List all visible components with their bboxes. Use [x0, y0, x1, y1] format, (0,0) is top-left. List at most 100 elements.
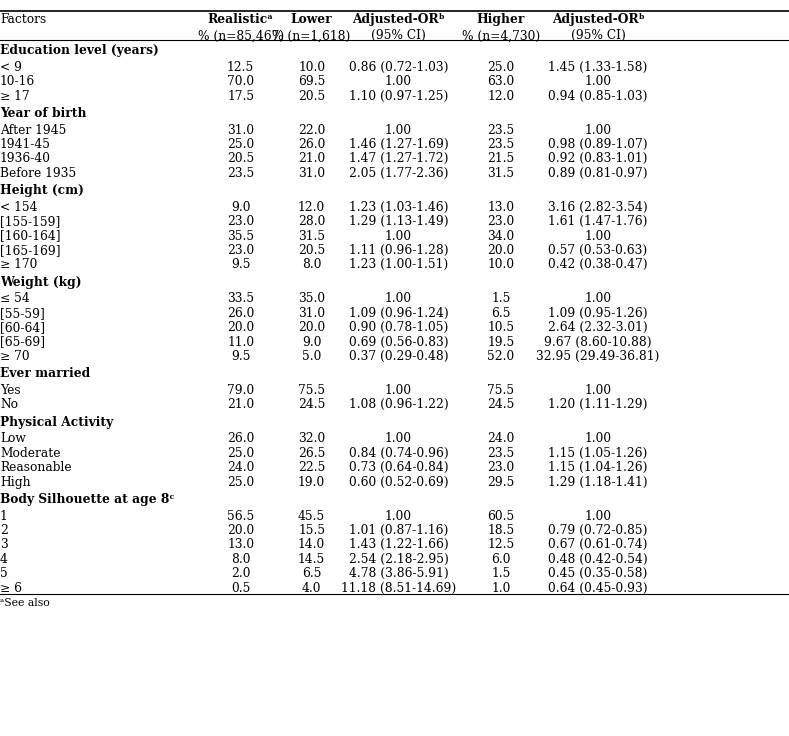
Text: 23.0: 23.0	[227, 215, 254, 228]
Text: 1.61 (1.47-1.76): 1.61 (1.47-1.76)	[548, 215, 648, 228]
Text: 1.00: 1.00	[385, 75, 412, 88]
Text: 2.54 (2.18-2.95): 2.54 (2.18-2.95)	[349, 553, 448, 566]
Text: 1.0: 1.0	[492, 581, 510, 595]
Text: 31.5: 31.5	[488, 167, 514, 180]
Text: 1.00: 1.00	[585, 75, 611, 88]
Text: 70.0: 70.0	[227, 75, 254, 88]
Text: 1.15 (1.05-1.26): 1.15 (1.05-1.26)	[548, 447, 648, 460]
Text: Yes: Yes	[0, 384, 21, 397]
Text: 1.5: 1.5	[492, 567, 510, 580]
Text: (95% CI): (95% CI)	[371, 29, 426, 43]
Text: 9.5: 9.5	[231, 350, 250, 363]
Text: 1.29 (1.13-1.49): 1.29 (1.13-1.49)	[349, 215, 448, 228]
Text: 23.5: 23.5	[488, 447, 514, 460]
Text: ≥ 6: ≥ 6	[0, 581, 22, 595]
Text: 1.00: 1.00	[585, 230, 611, 243]
Text: ≥ 170: ≥ 170	[0, 258, 37, 272]
Text: ≤ 54: ≤ 54	[0, 292, 30, 305]
Text: 22.5: 22.5	[298, 461, 325, 474]
Text: ≥ 17: ≥ 17	[0, 90, 30, 102]
Text: 26.5: 26.5	[298, 447, 325, 460]
Text: 13.0: 13.0	[227, 538, 254, 551]
Text: High: High	[0, 475, 31, 489]
Text: Education level (years): Education level (years)	[0, 44, 159, 57]
Text: Weight (kg): Weight (kg)	[0, 276, 81, 289]
Text: 1.00: 1.00	[585, 124, 611, 136]
Text: 29.5: 29.5	[488, 475, 514, 489]
Text: 5: 5	[0, 567, 8, 580]
Text: [60-64]: [60-64]	[0, 321, 45, 334]
Text: Adjusted-ORᵇ: Adjusted-ORᵇ	[352, 13, 445, 26]
Text: 33.5: 33.5	[227, 292, 254, 305]
Text: 45.5: 45.5	[298, 509, 325, 523]
Text: 24.0: 24.0	[227, 461, 254, 474]
Text: 10.0: 10.0	[488, 258, 514, 272]
Text: 20.0: 20.0	[488, 244, 514, 257]
Text: 11.18 (8.51-14.69): 11.18 (8.51-14.69)	[341, 581, 456, 595]
Text: 23.5: 23.5	[488, 138, 514, 151]
Text: 2.0: 2.0	[231, 567, 250, 580]
Text: Reasonable: Reasonable	[0, 461, 72, 474]
Text: 21.0: 21.0	[227, 398, 254, 411]
Text: Moderate: Moderate	[0, 447, 61, 460]
Text: Realisticᵃ: Realisticᵃ	[208, 13, 274, 26]
Text: 0.64 (0.45-0.93): 0.64 (0.45-0.93)	[548, 581, 648, 595]
Text: 35.0: 35.0	[298, 292, 325, 305]
Text: 1.43 (1.22-1.66): 1.43 (1.22-1.66)	[349, 538, 448, 551]
Text: 1.20 (1.11-1.29): 1.20 (1.11-1.29)	[548, 398, 648, 411]
Text: 2.64 (2.32-3.01): 2.64 (2.32-3.01)	[548, 321, 648, 334]
Text: 9.5: 9.5	[231, 258, 250, 272]
Text: 9.0: 9.0	[231, 201, 250, 213]
Text: 24.5: 24.5	[298, 398, 325, 411]
Text: 1.00: 1.00	[385, 292, 412, 305]
Text: % (n=1,618): % (n=1,618)	[272, 29, 351, 43]
Text: 23.5: 23.5	[488, 124, 514, 136]
Text: 17.5: 17.5	[227, 90, 254, 102]
Text: 0.45 (0.35-0.58): 0.45 (0.35-0.58)	[548, 567, 648, 580]
Text: 19.5: 19.5	[488, 336, 514, 349]
Text: < 9: < 9	[0, 61, 22, 74]
Text: 20.5: 20.5	[298, 244, 325, 257]
Text: 63.0: 63.0	[488, 75, 514, 88]
Text: 25.0: 25.0	[227, 138, 254, 151]
Text: 5.0: 5.0	[302, 350, 321, 363]
Text: 1.11 (0.96-1.28): 1.11 (0.96-1.28)	[349, 244, 448, 257]
Text: 0.94 (0.85-1.03): 0.94 (0.85-1.03)	[548, 90, 648, 102]
Text: 0.98 (0.89-1.07): 0.98 (0.89-1.07)	[548, 138, 648, 151]
Text: Height (cm): Height (cm)	[0, 184, 84, 197]
Text: 32.0: 32.0	[298, 432, 325, 445]
Text: 11.0: 11.0	[227, 336, 254, 349]
Text: 1.00: 1.00	[385, 230, 412, 243]
Text: Adjusted-ORᵇ: Adjusted-ORᵇ	[552, 13, 645, 26]
Text: 23.5: 23.5	[227, 167, 254, 180]
Text: 1.00: 1.00	[385, 509, 412, 523]
Text: 31.5: 31.5	[298, 230, 325, 243]
Text: 1936-40: 1936-40	[0, 152, 51, 166]
Text: 21.5: 21.5	[488, 152, 514, 166]
Text: 8.0: 8.0	[302, 258, 321, 272]
Text: % (n=85,467): % (n=85,467)	[197, 29, 284, 43]
Text: [155-159]: [155-159]	[0, 215, 60, 228]
Text: 25.0: 25.0	[227, 447, 254, 460]
Text: ᵃSee also: ᵃSee also	[0, 598, 50, 608]
Text: 1.09 (0.96-1.24): 1.09 (0.96-1.24)	[349, 307, 448, 319]
Text: 2: 2	[0, 524, 8, 537]
Text: 1.08 (0.96-1.22): 1.08 (0.96-1.22)	[349, 398, 448, 411]
Text: 56.5: 56.5	[227, 509, 254, 523]
Text: 12.5: 12.5	[488, 538, 514, 551]
Text: 4.0: 4.0	[302, 581, 321, 595]
Text: 0.69 (0.56-0.83): 0.69 (0.56-0.83)	[349, 336, 448, 349]
Text: Higher: Higher	[477, 13, 525, 26]
Text: 12.5: 12.5	[227, 61, 254, 74]
Text: 20.5: 20.5	[227, 152, 254, 166]
Text: 14.5: 14.5	[298, 553, 325, 566]
Text: 1.46 (1.27-1.69): 1.46 (1.27-1.69)	[349, 138, 448, 151]
Text: 0.89 (0.81-0.97): 0.89 (0.81-0.97)	[548, 167, 648, 180]
Text: 0.57 (0.53-0.63): 0.57 (0.53-0.63)	[548, 244, 648, 257]
Text: 21.0: 21.0	[298, 152, 325, 166]
Text: 25.0: 25.0	[227, 475, 254, 489]
Text: 1.47 (1.27-1.72): 1.47 (1.27-1.72)	[349, 152, 448, 166]
Text: After 1945: After 1945	[0, 124, 66, 136]
Text: 1.45 (1.33-1.58): 1.45 (1.33-1.58)	[548, 61, 648, 74]
Text: 12.0: 12.0	[298, 201, 325, 213]
